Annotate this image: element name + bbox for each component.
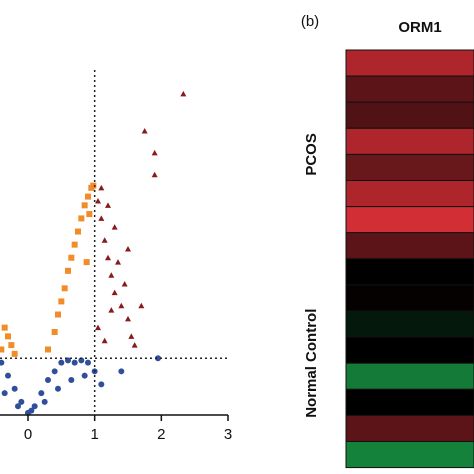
point bbox=[138, 302, 145, 309]
point bbox=[5, 333, 11, 340]
point bbox=[98, 184, 105, 191]
point bbox=[105, 202, 111, 208]
point bbox=[28, 407, 35, 414]
point bbox=[85, 359, 91, 366]
point bbox=[111, 224, 118, 230]
point bbox=[83, 259, 90, 266]
point bbox=[128, 333, 135, 339]
point bbox=[51, 329, 58, 335]
point bbox=[75, 228, 81, 235]
heatmap-cell bbox=[345, 180, 474, 208]
point bbox=[0, 346, 5, 353]
point bbox=[1, 324, 8, 331]
heatmap-cell bbox=[345, 310, 474, 338]
point bbox=[68, 377, 75, 384]
heatmap-cell bbox=[345, 441, 474, 469]
point bbox=[0, 359, 5, 366]
point bbox=[45, 346, 51, 353]
heatmap-cell bbox=[345, 336, 474, 364]
point bbox=[85, 193, 91, 200]
point bbox=[90, 182, 97, 189]
heatmap-cell bbox=[345, 206, 474, 234]
point bbox=[8, 342, 15, 349]
point bbox=[55, 311, 61, 318]
x-tick-label: 3 bbox=[224, 426, 232, 443]
heatmap-cell bbox=[345, 153, 474, 181]
point bbox=[18, 398, 25, 405]
heatmap-cell bbox=[345, 362, 474, 390]
point bbox=[118, 302, 125, 309]
point bbox=[11, 385, 18, 392]
x-tick-label: 0 bbox=[24, 426, 32, 443]
point bbox=[118, 368, 125, 375]
point bbox=[131, 342, 138, 348]
point bbox=[78, 215, 85, 222]
heatmap-cell bbox=[345, 388, 474, 416]
point bbox=[98, 381, 105, 388]
point bbox=[58, 359, 65, 366]
point bbox=[5, 372, 11, 379]
point bbox=[101, 237, 108, 243]
point bbox=[115, 259, 121, 265]
point bbox=[95, 324, 101, 331]
row-group-label: Normal Control bbox=[303, 309, 320, 418]
point bbox=[81, 372, 88, 379]
heatmap-title: ORM1 bbox=[398, 19, 441, 36]
point bbox=[51, 368, 58, 375]
point bbox=[125, 315, 131, 322]
point bbox=[121, 280, 128, 287]
x-tick-label: 2 bbox=[157, 426, 165, 443]
point bbox=[1, 390, 8, 397]
point bbox=[61, 285, 68, 292]
point bbox=[98, 215, 105, 221]
point bbox=[180, 90, 187, 97]
point bbox=[41, 398, 48, 405]
heatmap-cell bbox=[345, 258, 474, 286]
point bbox=[31, 403, 38, 410]
heatmap-cell bbox=[345, 232, 474, 260]
panel-label: (b) bbox=[301, 13, 319, 30]
point bbox=[81, 202, 88, 209]
point bbox=[71, 359, 78, 366]
x-tick-label: 1 bbox=[90, 426, 98, 443]
point bbox=[38, 390, 45, 397]
point bbox=[45, 377, 51, 384]
point bbox=[11, 350, 18, 357]
point bbox=[58, 298, 65, 305]
point bbox=[108, 272, 115, 278]
point bbox=[111, 289, 118, 296]
point bbox=[68, 254, 75, 261]
heatmap-cell bbox=[345, 49, 474, 77]
heatmap-cell bbox=[345, 101, 474, 129]
row-group-label: PCOS bbox=[303, 133, 320, 176]
point bbox=[95, 197, 101, 204]
point bbox=[151, 171, 158, 178]
point bbox=[105, 254, 111, 261]
point bbox=[155, 355, 161, 362]
point bbox=[65, 267, 71, 274]
point bbox=[78, 357, 85, 364]
point bbox=[101, 337, 108, 344]
point bbox=[141, 128, 148, 134]
point bbox=[125, 246, 131, 252]
heatmap-cell bbox=[345, 127, 474, 155]
heatmap-cell bbox=[345, 75, 474, 103]
heatmap-cell bbox=[345, 414, 474, 442]
point bbox=[86, 211, 93, 218]
point bbox=[151, 149, 158, 156]
point bbox=[71, 241, 78, 248]
point bbox=[55, 385, 61, 392]
point bbox=[15, 403, 21, 410]
heatmap-cell bbox=[345, 284, 474, 312]
point bbox=[108, 307, 115, 313]
